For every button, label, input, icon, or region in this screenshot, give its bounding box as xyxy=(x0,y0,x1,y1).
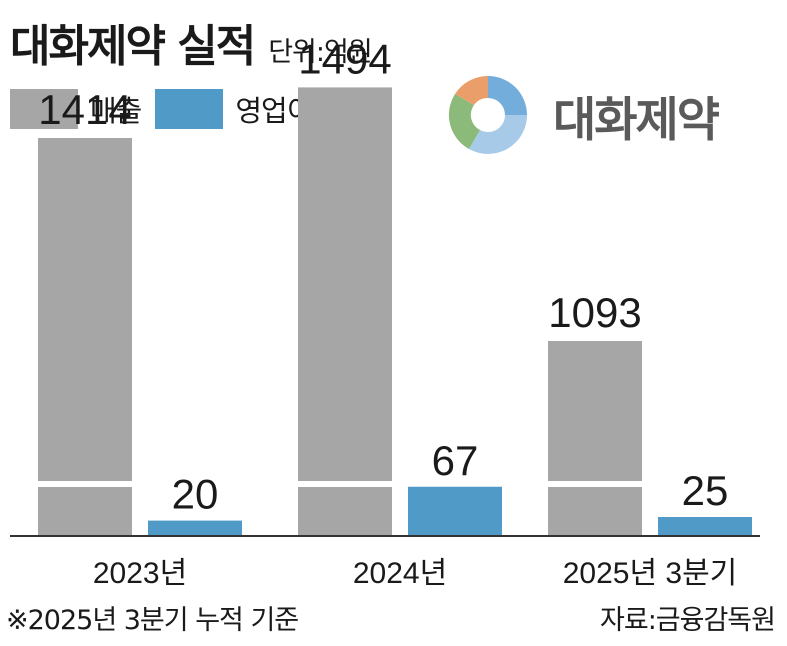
legend-label-sales: 매출 xyxy=(90,94,142,128)
value-label-sales: 1414 xyxy=(38,86,131,133)
source-label: 자료:금융감독원 xyxy=(600,605,776,636)
legend-item-sales: 매출 xyxy=(10,88,142,130)
legend-swatch-sales xyxy=(10,89,78,129)
bar-sales-base xyxy=(548,487,642,535)
x-tick-label: 2025년 3분기 xyxy=(563,557,738,590)
value-label-op-profit: 67 xyxy=(432,437,479,484)
bar-op-profit xyxy=(148,520,242,535)
value-label-sales: 1494 xyxy=(298,35,391,82)
footnote: ※2025년 3분기 누적 기준 xyxy=(6,605,299,636)
value-label-op-profit: 25 xyxy=(682,467,729,514)
title-row: 대화제약 실적 단위:억원 xyxy=(10,10,373,74)
company-logo: 대화제약 xyxy=(443,70,720,160)
bar-op-profit xyxy=(408,486,502,535)
chart-title: 대화제약 실적 xyxy=(10,21,256,72)
legend-swatch-op-profit xyxy=(155,89,224,129)
brand-name: 대화제약 xyxy=(553,92,720,148)
bar-sales-base xyxy=(298,487,392,535)
value-label-sales: 1093 xyxy=(548,289,641,336)
unit-label: 단위:억원 xyxy=(268,37,372,68)
bar-op-profit xyxy=(658,517,752,535)
x-tick-label: 2024년 xyxy=(353,557,447,590)
value-label-op-profit: 20 xyxy=(172,471,219,518)
x-tick-label: 2023년 xyxy=(93,557,187,590)
dhp-circle-logo-icon xyxy=(448,75,527,154)
bar-sales xyxy=(298,87,392,482)
bar-sales xyxy=(548,341,642,481)
bar-sales xyxy=(38,138,132,481)
bar-sales-base xyxy=(38,487,132,535)
